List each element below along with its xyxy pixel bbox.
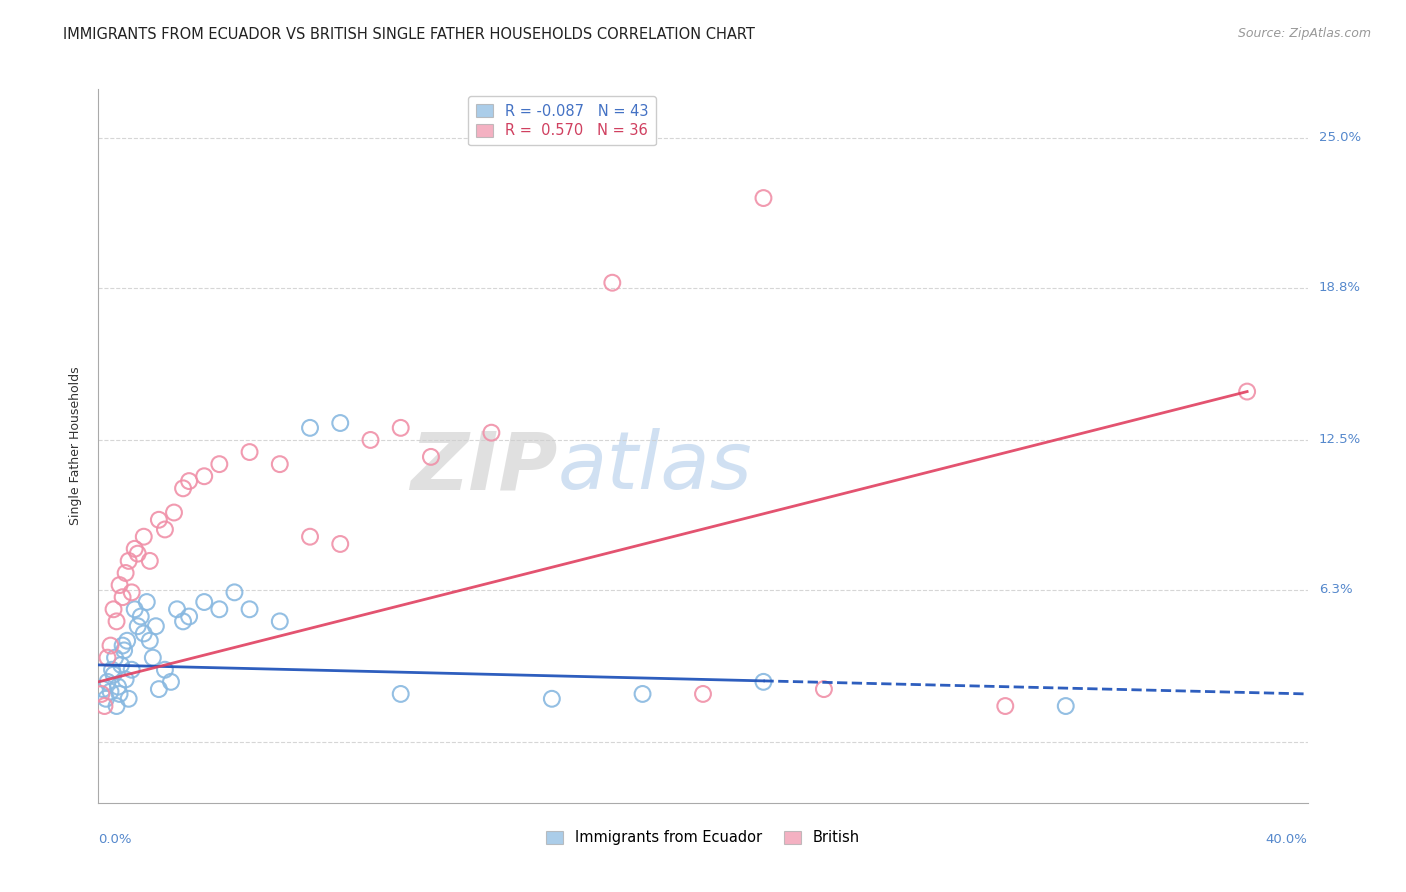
Point	[100, 684, 122, 698]
Text: 40.0%: 40.0%	[1265, 833, 1308, 847]
Point	[124, 602, 146, 616]
Point	[994, 699, 1017, 714]
Point	[96, 674, 118, 689]
Point	[1236, 384, 1258, 399]
Point	[166, 602, 188, 616]
Point	[481, 425, 503, 440]
Point	[118, 554, 141, 568]
Legend: Immigrants from Ecuador, British: Immigrants from Ecuador, British	[538, 823, 868, 853]
Point	[118, 691, 141, 706]
Point	[172, 615, 194, 629]
Point	[269, 615, 291, 629]
Text: Source: ZipAtlas.com: Source: ZipAtlas.com	[1237, 27, 1371, 40]
Point	[148, 513, 170, 527]
Point	[752, 674, 775, 689]
Point	[103, 667, 125, 681]
Point	[153, 523, 176, 537]
Point	[114, 566, 136, 580]
Point	[329, 537, 352, 551]
Point	[360, 433, 382, 447]
Point	[111, 639, 134, 653]
Point	[108, 687, 131, 701]
Point	[132, 530, 155, 544]
Point	[692, 687, 714, 701]
Point	[389, 421, 412, 435]
Point	[105, 615, 128, 629]
Point	[752, 191, 775, 205]
Point	[139, 554, 162, 568]
Point	[299, 530, 322, 544]
Point	[103, 602, 125, 616]
Point	[101, 663, 124, 677]
Point	[160, 674, 183, 689]
Point	[112, 643, 135, 657]
Point	[90, 687, 112, 701]
Point	[813, 682, 835, 697]
Point	[208, 602, 231, 616]
Point	[121, 663, 143, 677]
Text: 0.0%: 0.0%	[98, 833, 132, 847]
Point	[208, 457, 231, 471]
Point	[145, 619, 167, 633]
Text: 12.5%: 12.5%	[1319, 434, 1361, 447]
Point	[224, 585, 246, 599]
Point	[163, 506, 186, 520]
Point	[329, 416, 352, 430]
Point	[299, 421, 322, 435]
Point	[115, 633, 138, 648]
Point	[114, 673, 136, 687]
Point	[193, 469, 215, 483]
Point	[107, 680, 129, 694]
Point	[389, 687, 412, 701]
Text: 6.3%: 6.3%	[1319, 583, 1353, 597]
Point	[100, 639, 122, 653]
Point	[124, 541, 146, 556]
Y-axis label: Single Father Households: Single Father Households	[69, 367, 83, 525]
Text: IMMIGRANTS FROM ECUADOR VS BRITISH SINGLE FATHER HOUSEHOLDS CORRELATION CHART: IMMIGRANTS FROM ECUADOR VS BRITISH SINGL…	[63, 27, 755, 42]
Point	[179, 609, 201, 624]
Text: atlas: atlas	[558, 428, 752, 507]
Point	[631, 687, 654, 701]
Point	[111, 590, 134, 604]
Point	[142, 650, 165, 665]
Point	[540, 691, 562, 706]
Point	[105, 699, 128, 714]
Point	[127, 547, 149, 561]
Point	[104, 650, 127, 665]
Point	[172, 481, 194, 495]
Point	[1054, 699, 1077, 714]
Point	[129, 609, 152, 624]
Point	[153, 663, 176, 677]
Point	[193, 595, 215, 609]
Point	[148, 682, 170, 697]
Point	[132, 626, 155, 640]
Text: ZIP: ZIP	[411, 428, 558, 507]
Point	[121, 585, 143, 599]
Text: 25.0%: 25.0%	[1319, 131, 1361, 145]
Text: 18.8%: 18.8%	[1319, 281, 1361, 294]
Point	[108, 578, 131, 592]
Point	[602, 276, 624, 290]
Point	[135, 595, 157, 609]
Point	[91, 682, 114, 697]
Point	[127, 619, 149, 633]
Point	[239, 602, 262, 616]
Point	[96, 650, 118, 665]
Point	[139, 633, 162, 648]
Point	[420, 450, 443, 464]
Point	[239, 445, 262, 459]
Point	[179, 474, 201, 488]
Point	[93, 699, 115, 714]
Point	[110, 657, 132, 672]
Point	[94, 691, 117, 706]
Point	[269, 457, 291, 471]
